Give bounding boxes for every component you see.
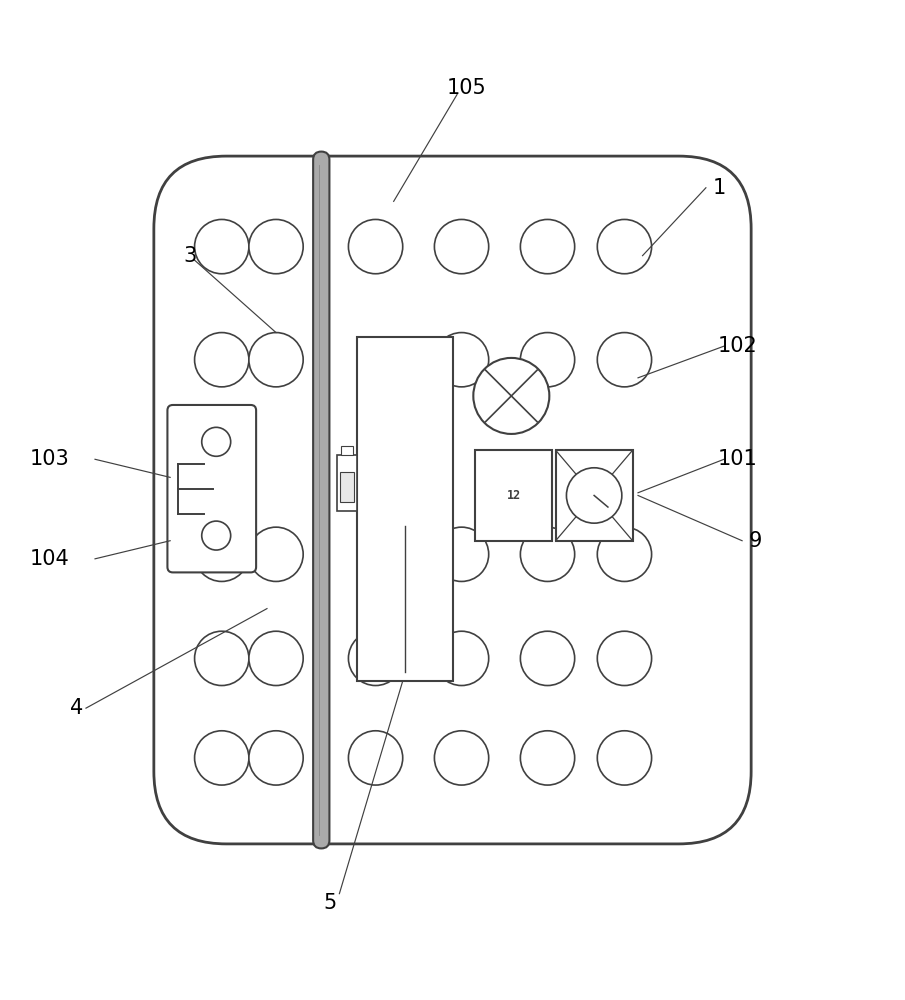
Text: 104: 104 [30,549,70,569]
Circle shape [434,333,489,387]
Text: 105: 105 [446,78,486,98]
Circle shape [520,333,575,387]
Text: 9: 9 [749,531,762,551]
Circle shape [434,631,489,686]
Circle shape [434,527,489,581]
Circle shape [195,527,249,581]
FancyBboxPatch shape [154,156,751,844]
Bar [475,450,552,541]
Circle shape [249,731,303,785]
Circle shape [473,358,549,434]
Text: 4: 4 [71,698,83,718]
Circle shape [520,731,575,785]
Circle shape [195,631,249,686]
Circle shape [520,219,575,274]
Circle shape [597,333,652,387]
FancyBboxPatch shape [313,152,329,848]
Bar [340,446,353,455]
Text: 103: 103 [30,449,70,469]
Bar [357,337,452,681]
Circle shape [249,631,303,686]
FancyBboxPatch shape [167,405,256,572]
Text: 12: 12 [507,489,520,502]
Bar [339,472,354,502]
Circle shape [597,631,652,686]
Text: 1: 1 [713,178,726,198]
Circle shape [520,527,575,581]
Circle shape [434,219,489,274]
Circle shape [195,219,249,274]
Circle shape [249,219,303,274]
Circle shape [249,527,303,581]
Bar [337,455,357,511]
Circle shape [195,333,249,387]
Text: 101: 101 [718,449,757,469]
Circle shape [249,333,303,387]
Circle shape [597,219,652,274]
Circle shape [348,631,403,686]
Text: 5: 5 [324,893,337,913]
Bar [556,450,633,541]
Circle shape [597,527,652,581]
Circle shape [202,521,231,550]
Circle shape [434,731,489,785]
Circle shape [597,731,652,785]
Text: 102: 102 [718,336,757,356]
Circle shape [348,731,403,785]
Circle shape [195,731,249,785]
Circle shape [567,468,622,523]
Text: 3: 3 [184,246,196,266]
Circle shape [348,219,403,274]
Circle shape [202,427,231,456]
Circle shape [520,631,575,686]
